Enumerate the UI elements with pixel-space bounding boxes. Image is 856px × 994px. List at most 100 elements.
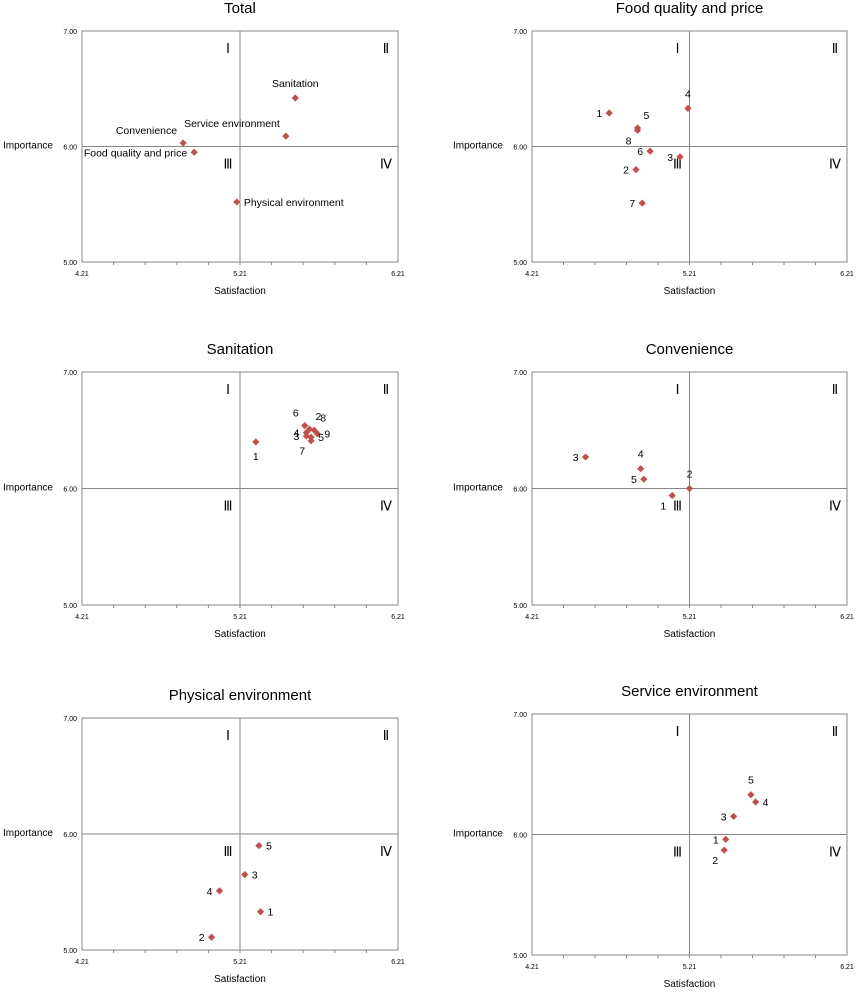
x-tick-label: 6.21 — [840, 964, 854, 971]
data-point-label: 4 — [685, 88, 691, 100]
data-point-marker — [633, 126, 642, 134]
quadrant-label: Ⅳ — [380, 157, 392, 172]
data-point-label: 4 — [763, 797, 769, 809]
x-tick-label: 6.21 — [391, 614, 405, 621]
chart-panel: Sanitation 4.21 5.21 6.21 5.00 6.00 7.00 Satisf… — [3, 341, 405, 640]
x-tick-label: 5.21 — [683, 964, 697, 971]
data-point-marker — [241, 871, 249, 879]
data-point-marker — [668, 491, 676, 500]
data-point-marker — [720, 846, 728, 854]
data-point-label: 3 — [252, 870, 258, 882]
chart-title: Food quality and price — [616, 0, 764, 17]
y-tick-label: 5.00 — [513, 953, 527, 960]
data-point-label: 1 — [596, 108, 602, 120]
chart-title: Physical environment — [169, 687, 312, 704]
y-tick-label: 6.00 — [513, 833, 527, 840]
y-tick-label: 5.00 — [513, 260, 527, 267]
quadrant-label: Ⅰ — [676, 41, 680, 56]
data-point-marker — [190, 148, 198, 156]
data-point-marker — [685, 484, 694, 493]
data-point-label: 7 — [629, 198, 635, 210]
chart-panel: Service environment 4.21 5.21 6.21 5.00 6.00 7… — [453, 683, 854, 990]
chart-title: Total — [224, 0, 256, 17]
quadrant-label: Ⅳ — [829, 845, 841, 860]
data-point-label: 4 — [638, 449, 644, 461]
quadrant-label: Ⅱ — [832, 382, 838, 397]
data-point-marker — [640, 475, 648, 483]
data-point-label: 2 — [199, 932, 205, 944]
y-tick-label: 6.00 — [63, 145, 77, 152]
data-point-marker — [215, 887, 224, 895]
data-point-marker — [684, 104, 692, 112]
y-tick-label: 5.00 — [63, 948, 77, 955]
chart-title: Sanitation — [207, 341, 274, 358]
y-tick-label: 7.00 — [63, 29, 77, 36]
y-tick-label: 6.00 — [513, 145, 527, 152]
quadrant-label: Ⅰ — [676, 724, 680, 739]
x-tick-label: 4.21 — [75, 614, 89, 621]
data-point-marker — [233, 198, 241, 206]
quadrant-label: Ⅱ — [832, 41, 838, 56]
quadrant-label: Ⅰ — [676, 382, 680, 397]
x-axis-label: Satisfaction — [664, 629, 716, 640]
data-point-label: 1 — [713, 834, 719, 846]
quadrant-label: Ⅳ — [380, 499, 392, 514]
data-point-marker — [747, 791, 755, 799]
data-point-label: 3 — [573, 452, 579, 464]
data-point-label: Convenience — [116, 125, 177, 137]
data-point-marker — [646, 147, 654, 155]
x-axis-label: Satisfaction — [664, 979, 716, 989]
data-point-marker — [282, 132, 290, 140]
data-point-label: 5 — [748, 775, 754, 787]
data-point-label: 6 — [293, 408, 299, 420]
data-point-marker — [179, 139, 187, 147]
x-tick-label: 5.21 — [233, 959, 247, 966]
y-axis-label: Importance — [3, 483, 53, 494]
quadrant-label: Ⅳ — [829, 499, 841, 514]
data-point-label: 2 — [623, 165, 629, 177]
data-point-label: 2 — [712, 855, 718, 867]
data-point-marker — [252, 438, 260, 446]
data-point-marker — [207, 933, 216, 941]
quadrant-label: Ⅳ — [380, 844, 392, 859]
data-point-label: 5 — [318, 432, 324, 444]
data-point-label: 8 — [626, 135, 632, 147]
data-point-label: 4 — [207, 886, 213, 898]
quadrant-label: Ⅲ — [673, 157, 682, 172]
quadrant-label: Ⅲ — [224, 844, 233, 859]
x-tick-label: 5.21 — [233, 271, 247, 278]
data-point-marker — [255, 842, 263, 850]
x-tick-label: 5.21 — [233, 614, 247, 621]
x-tick-label: 5.21 — [683, 271, 697, 278]
data-point-marker — [605, 109, 613, 117]
data-point-label: 4 — [294, 428, 300, 440]
x-tick-label: 4.21 — [525, 614, 539, 621]
x-tick-label: 4.21 — [75, 271, 89, 278]
data-point-marker — [305, 425, 314, 433]
data-point-label: 3 — [294, 431, 300, 443]
y-axis-label: Importance — [3, 828, 53, 839]
y-axis-label: Importance — [453, 829, 503, 840]
data-point-marker — [313, 430, 322, 438]
data-point-label: 9 — [324, 429, 330, 441]
x-axis-label: Satisfaction — [664, 286, 716, 297]
data-point-marker — [722, 835, 730, 843]
data-point-marker — [638, 199, 646, 207]
quadrant-label: Ⅰ — [226, 382, 230, 397]
data-point-marker — [730, 812, 738, 821]
quadrant-label: Ⅰ — [226, 41, 230, 56]
y-axis-label: Importance — [3, 141, 53, 152]
y-tick-label: 5.00 — [513, 603, 527, 610]
data-point-label: 3 — [667, 152, 673, 164]
y-tick-label: 7.00 — [513, 370, 527, 377]
quadrant-label: Ⅲ — [224, 499, 233, 514]
data-point-label: 5 — [631, 474, 637, 486]
y-tick-label: 7.00 — [63, 370, 77, 377]
quadrant-label: Ⅱ — [383, 41, 389, 56]
x-tick-label: 6.21 — [391, 271, 405, 278]
data-point-label: Physical environment — [244, 197, 344, 209]
quadrant-label: Ⅲ — [673, 499, 682, 514]
data-point-label: 2 — [687, 469, 693, 481]
data-point-label: 1 — [660, 500, 666, 512]
y-tick-label: 7.00 — [513, 712, 527, 719]
